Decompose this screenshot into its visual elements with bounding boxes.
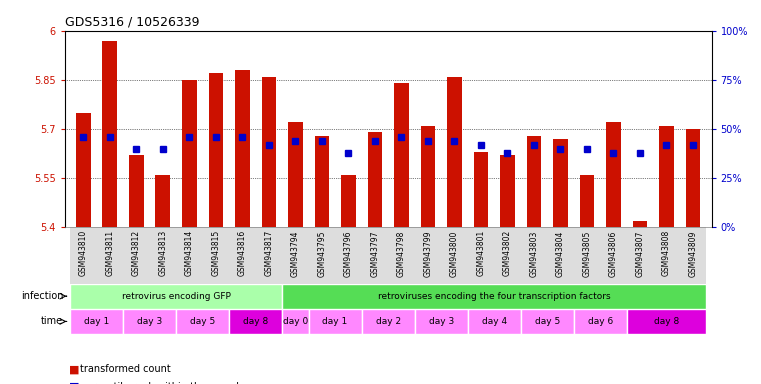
Bar [686, 129, 700, 227]
Text: GSM943800: GSM943800 [450, 230, 459, 276]
Text: day 3: day 3 [428, 317, 454, 326]
Text: day 0: day 0 [282, 317, 308, 326]
Bar [500, 155, 514, 227]
FancyBboxPatch shape [574, 309, 627, 334]
Text: GSM943808: GSM943808 [662, 230, 671, 276]
Text: day 3: day 3 [137, 317, 162, 326]
FancyBboxPatch shape [123, 309, 176, 334]
Bar [421, 126, 435, 227]
Bar [447, 76, 462, 227]
FancyBboxPatch shape [468, 309, 521, 334]
FancyBboxPatch shape [70, 283, 282, 309]
Text: GSM943803: GSM943803 [530, 230, 539, 276]
Bar [76, 113, 91, 227]
FancyBboxPatch shape [70, 227, 706, 283]
Text: GSM943805: GSM943805 [582, 230, 591, 276]
Bar [659, 126, 673, 227]
Text: GSM943810: GSM943810 [78, 230, 88, 276]
FancyBboxPatch shape [282, 283, 706, 309]
Text: day 5: day 5 [190, 317, 215, 326]
Text: GSM943816: GSM943816 [237, 230, 247, 276]
Bar [341, 175, 355, 227]
Bar [368, 132, 382, 227]
Bar [314, 136, 329, 227]
Text: GSM943797: GSM943797 [371, 230, 379, 276]
Bar [632, 221, 648, 227]
Text: GSM943813: GSM943813 [158, 230, 167, 276]
Bar [209, 73, 223, 227]
Text: GSM943807: GSM943807 [635, 230, 645, 276]
Bar [235, 70, 250, 227]
Bar [473, 152, 489, 227]
Bar [155, 175, 170, 227]
Text: GSM943812: GSM943812 [132, 230, 141, 276]
Text: ■: ■ [68, 382, 79, 384]
Text: day 6: day 6 [587, 317, 613, 326]
FancyBboxPatch shape [521, 309, 574, 334]
Text: GDS5316 / 10526339: GDS5316 / 10526339 [65, 15, 199, 28]
Bar [182, 80, 196, 227]
Bar [288, 122, 303, 227]
FancyBboxPatch shape [308, 309, 361, 334]
Text: transformed count: transformed count [80, 364, 170, 374]
Text: day 8: day 8 [654, 317, 679, 326]
Text: retroviruses encoding the four transcription factors: retroviruses encoding the four transcrip… [378, 292, 610, 301]
Text: time: time [41, 316, 63, 326]
Text: day 4: day 4 [482, 317, 507, 326]
Bar [580, 175, 594, 227]
FancyBboxPatch shape [282, 309, 308, 334]
Text: GSM943795: GSM943795 [317, 230, 326, 276]
Text: day 1: day 1 [84, 317, 109, 326]
Text: GSM943809: GSM943809 [689, 230, 698, 276]
Text: GSM943817: GSM943817 [264, 230, 273, 276]
Text: GSM943802: GSM943802 [503, 230, 512, 276]
Text: GSM943806: GSM943806 [609, 230, 618, 276]
Text: ■: ■ [68, 364, 79, 374]
Text: GSM943811: GSM943811 [105, 230, 114, 276]
Text: percentile rank within the sample: percentile rank within the sample [80, 382, 245, 384]
Text: GSM943801: GSM943801 [476, 230, 486, 276]
Text: GSM943814: GSM943814 [185, 230, 194, 276]
FancyBboxPatch shape [627, 309, 706, 334]
Text: day 8: day 8 [243, 317, 268, 326]
Text: GSM943799: GSM943799 [423, 230, 432, 276]
Text: GSM943796: GSM943796 [344, 230, 353, 276]
FancyBboxPatch shape [361, 309, 415, 334]
Bar [607, 122, 621, 227]
Text: day 5: day 5 [534, 317, 560, 326]
Text: day 2: day 2 [375, 317, 401, 326]
Text: GSM943804: GSM943804 [556, 230, 565, 276]
Text: GSM943798: GSM943798 [397, 230, 406, 276]
Bar [394, 83, 409, 227]
FancyBboxPatch shape [70, 309, 123, 334]
Bar [129, 155, 144, 227]
Text: infection: infection [21, 291, 63, 301]
Bar [262, 76, 276, 227]
Bar [553, 139, 568, 227]
Text: retrovirus encoding GFP: retrovirus encoding GFP [122, 292, 231, 301]
FancyBboxPatch shape [229, 309, 282, 334]
Text: day 1: day 1 [323, 317, 348, 326]
FancyBboxPatch shape [176, 309, 229, 334]
Text: GSM943794: GSM943794 [291, 230, 300, 276]
Bar [527, 136, 541, 227]
Text: GSM943815: GSM943815 [212, 230, 220, 276]
Bar [103, 41, 117, 227]
FancyBboxPatch shape [415, 309, 468, 334]
